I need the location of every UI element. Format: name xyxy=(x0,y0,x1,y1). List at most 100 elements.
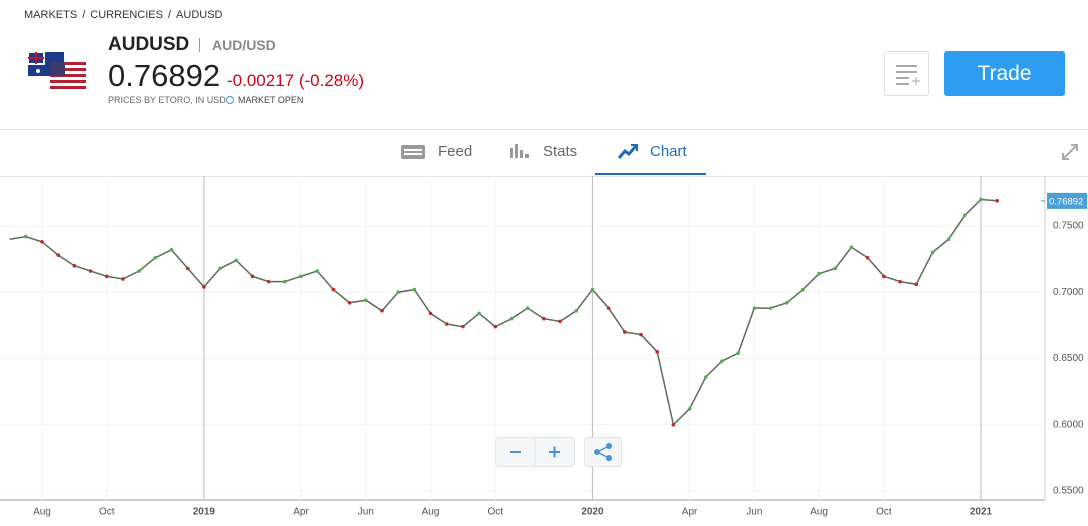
breadcrumb-item: / xyxy=(82,9,86,21)
x-tick-label: Apr xyxy=(293,507,309,518)
market-status: MARKET OPEN xyxy=(226,95,303,105)
price-point xyxy=(121,277,125,281)
breadcrumb-item[interactable]: AUDUSD xyxy=(176,9,223,21)
price-point xyxy=(56,253,60,257)
price-point xyxy=(396,290,400,295)
x-tick-label: Oct xyxy=(876,507,892,518)
share-button[interactable] xyxy=(584,437,622,467)
price-point xyxy=(380,308,384,313)
feed-tab[interactable]: Feed xyxy=(400,130,472,175)
y-tick-label: 0.7500 xyxy=(1053,221,1084,232)
breadcrumb-item[interactable]: MARKETS xyxy=(24,9,78,21)
y-tick-label: 0.5500 xyxy=(1053,486,1084,497)
price-point xyxy=(849,245,854,249)
price-point xyxy=(525,306,530,310)
price-point xyxy=(477,311,481,316)
zoom-in[interactable] xyxy=(549,446,560,458)
x-tick-label: Oct xyxy=(99,507,115,518)
current-price-tag xyxy=(1047,192,1087,209)
x-tick-label: Jun xyxy=(358,507,374,518)
x-tick-label: Aug xyxy=(33,507,51,518)
price-point xyxy=(266,279,271,284)
price-point xyxy=(898,279,902,284)
chart-tab[interactable]: Chart xyxy=(595,130,706,175)
share-icon xyxy=(594,443,612,461)
price-point xyxy=(623,330,627,334)
chart-icon xyxy=(617,144,638,159)
zoom-icons xyxy=(510,438,560,466)
expand-icon[interactable] xyxy=(1060,142,1080,162)
tab-label: Feed xyxy=(438,143,473,160)
price-point xyxy=(817,271,821,276)
price-point xyxy=(768,306,773,310)
price-point xyxy=(493,324,498,329)
x-tick-label: Aug xyxy=(422,507,440,518)
price-point xyxy=(671,422,676,427)
price-point xyxy=(930,250,935,255)
trade-button[interactable]: Trade xyxy=(944,51,1065,96)
x-tick-label: 2021 xyxy=(970,507,993,518)
price-point xyxy=(574,308,579,313)
price-point xyxy=(169,248,174,252)
price-chart: 0.5500 0.6000 0.6500 0.7000 0.7500 Aug Oct 2019… xyxy=(0,176,1087,518)
breadcrumb-item: / xyxy=(167,9,172,21)
price-point xyxy=(865,255,870,260)
price-point xyxy=(979,197,983,202)
price-point xyxy=(946,237,951,242)
price-point xyxy=(590,287,595,292)
price-point xyxy=(558,319,562,324)
symbol: AUDUSD xyxy=(108,34,190,55)
price-point xyxy=(428,311,433,316)
x-tick-label: 2019 xyxy=(193,507,216,518)
price-point xyxy=(283,279,287,284)
flags-icon xyxy=(28,52,86,90)
price-line xyxy=(9,198,998,427)
price-point xyxy=(347,301,352,305)
price-point xyxy=(784,301,789,305)
price-point xyxy=(202,285,206,289)
stats-icon xyxy=(510,144,529,158)
price-point xyxy=(606,306,611,310)
tab-label: Chart xyxy=(650,143,687,160)
price-point xyxy=(137,269,141,273)
x-tick-label: Apr xyxy=(682,507,698,518)
price-point xyxy=(687,407,692,411)
current-price-label: 0.76892 xyxy=(1049,196,1083,207)
price-point xyxy=(250,274,255,279)
price-point xyxy=(412,287,417,292)
price-point xyxy=(72,263,77,268)
stats-tab[interactable]: Stats xyxy=(509,130,577,175)
x-tick-label: Oct xyxy=(488,507,504,518)
price-change: -0.00217 (-0.28%) xyxy=(227,71,365,90)
y-tick-label: 0.6500 xyxy=(1053,353,1084,364)
y-tick-label: 0.7000 xyxy=(1053,287,1084,298)
price-point xyxy=(720,359,724,363)
price-point xyxy=(655,350,659,354)
price-point xyxy=(963,213,967,218)
price-point xyxy=(752,306,757,310)
price-point xyxy=(104,274,109,279)
tab-bar: Feed Stats Chart xyxy=(0,129,1088,177)
price-point xyxy=(736,351,740,355)
watchlist-button[interactable] xyxy=(884,51,929,96)
price-point xyxy=(542,316,546,321)
price-point xyxy=(218,266,222,271)
price-point xyxy=(363,298,368,302)
instrument-name: AUD/USD xyxy=(199,38,276,52)
price-point xyxy=(833,266,838,271)
zoom-controls xyxy=(495,437,575,467)
price-point xyxy=(995,198,999,203)
price-point xyxy=(40,240,44,244)
price-point xyxy=(299,274,303,279)
breadcrumb-item[interactable]: CURRENCIES xyxy=(90,9,163,21)
price-point xyxy=(331,287,336,292)
price-point xyxy=(315,269,320,273)
price-point xyxy=(703,375,708,379)
x-tick-label: 2020 xyxy=(581,507,604,518)
feed-icon xyxy=(401,145,425,159)
breadcrumb: MARKETS / CURRENCIES / AUDUSD xyxy=(24,9,228,21)
x-tick-label: Aug xyxy=(810,507,828,518)
x-tick-label: Jun xyxy=(746,507,762,518)
price-point xyxy=(461,324,465,329)
